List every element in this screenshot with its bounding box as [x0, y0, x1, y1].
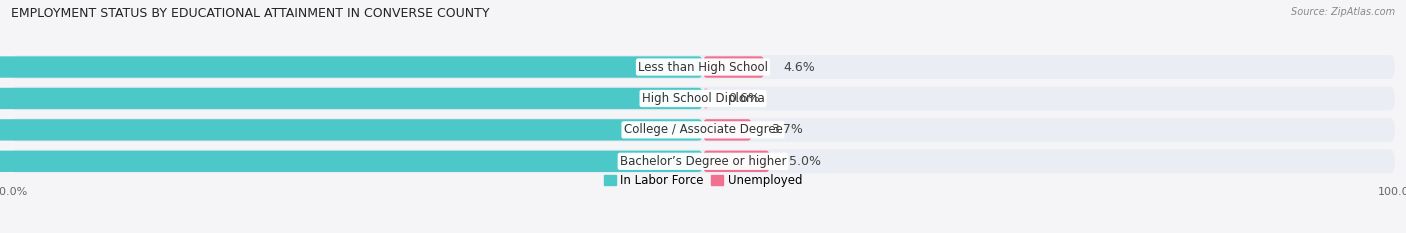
- Legend: In Labor Force, Unemployed: In Labor Force, Unemployed: [599, 170, 807, 192]
- Text: High School Diploma: High School Diploma: [641, 92, 765, 105]
- Text: Less than High School: Less than High School: [638, 61, 768, 74]
- Text: 5.0%: 5.0%: [789, 155, 821, 168]
- FancyBboxPatch shape: [703, 151, 770, 172]
- FancyBboxPatch shape: [0, 119, 703, 140]
- Text: Source: ZipAtlas.com: Source: ZipAtlas.com: [1291, 7, 1395, 17]
- FancyBboxPatch shape: [11, 55, 1395, 79]
- FancyBboxPatch shape: [0, 88, 703, 109]
- FancyBboxPatch shape: [0, 151, 703, 172]
- Text: EMPLOYMENT STATUS BY EDUCATIONAL ATTAINMENT IN CONVERSE COUNTY: EMPLOYMENT STATUS BY EDUCATIONAL ATTAINM…: [11, 7, 489, 20]
- FancyBboxPatch shape: [703, 56, 765, 78]
- Text: 4.6%: 4.6%: [783, 61, 815, 74]
- Text: Bachelor’s Degree or higher: Bachelor’s Degree or higher: [620, 155, 786, 168]
- FancyBboxPatch shape: [11, 118, 1395, 142]
- FancyBboxPatch shape: [0, 56, 703, 78]
- FancyBboxPatch shape: [703, 88, 709, 109]
- Text: 3.7%: 3.7%: [772, 123, 803, 136]
- FancyBboxPatch shape: [11, 86, 1395, 110]
- Text: 0.6%: 0.6%: [728, 92, 759, 105]
- FancyBboxPatch shape: [11, 149, 1395, 173]
- Text: College / Associate Degree: College / Associate Degree: [624, 123, 782, 136]
- FancyBboxPatch shape: [703, 119, 752, 140]
